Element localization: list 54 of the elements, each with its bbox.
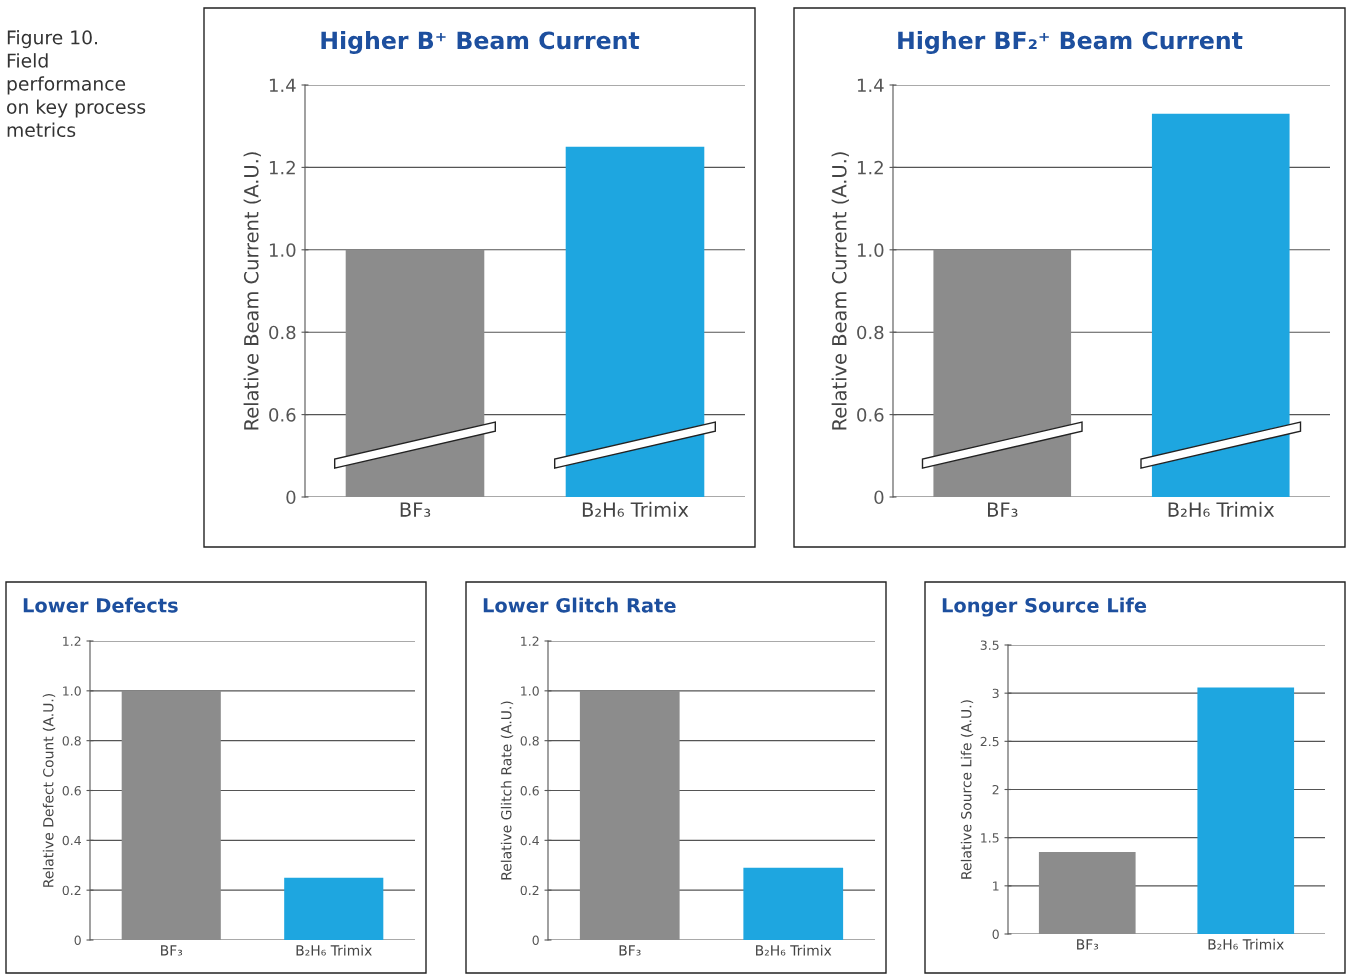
y-tick-label: 0.8 bbox=[269, 325, 296, 340]
y-tick-label: 1.2 bbox=[521, 636, 539, 646]
x-tick-label: B₂H₆ Trimix bbox=[296, 944, 372, 956]
chart-title: Lower Glitch Rate bbox=[483, 597, 676, 613]
x-tick-label: B₂H₆ Trimix bbox=[582, 501, 689, 517]
x-tick-label: BF₃ bbox=[619, 945, 641, 956]
caption: Figure 10. Field performance on key process metrics bbox=[7, 30, 146, 138]
y-tick-label: 0.8 bbox=[857, 325, 884, 340]
y-tick-label: 0.6 bbox=[520, 785, 539, 796]
y-tick-label: 1.0 bbox=[857, 243, 884, 257]
y-tick-label: 0 bbox=[532, 935, 539, 945]
chart-title: Higher B⁺ Beam Current bbox=[321, 30, 640, 55]
x-tick-label: BF₃ bbox=[1077, 939, 1099, 950]
y-tick-label: 1 bbox=[993, 881, 999, 891]
y-tick-label: 0.6 bbox=[857, 408, 884, 422]
chart-title: Higher BF₂⁺ Beam Current bbox=[898, 30, 1243, 55]
y-tick-label: 0.4 bbox=[62, 835, 81, 846]
y-axis-title: Relative Beam Current (A.U.) bbox=[831, 152, 849, 430]
y-tick-label: 1.0 bbox=[269, 243, 296, 257]
x-tick-label: BF₃ bbox=[161, 945, 183, 956]
y-tick-label: 1.5 bbox=[981, 833, 999, 843]
x-tick-label: B₂H₆ Trimix bbox=[756, 944, 832, 956]
y-tick-label: 0.6 bbox=[269, 408, 296, 422]
y-tick-label: 1.2 bbox=[857, 160, 883, 175]
y-tick-label: 2.5 bbox=[980, 736, 999, 747]
y-tick-label: 0 bbox=[74, 935, 81, 945]
y-axis-title: Relative Source Life (A.U.) bbox=[960, 700, 974, 879]
y-tick-label: 1.0 bbox=[521, 686, 539, 696]
y-tick-label: 1.2 bbox=[269, 160, 295, 175]
y-tick-label: 0.8 bbox=[62, 736, 81, 746]
y-tick-label: 1.4 bbox=[269, 78, 296, 92]
chart-title: Lower Defects bbox=[23, 597, 178, 613]
y-tick-label: 0.4 bbox=[520, 835, 539, 846]
y-tick-label: 1.2 bbox=[63, 636, 81, 646]
y-tick-label: 1.4 bbox=[857, 78, 884, 92]
y-tick-label: 0 bbox=[992, 929, 999, 939]
x-tick-label: BF₃ bbox=[988, 502, 1018, 517]
y-tick-label: 0 bbox=[286, 490, 296, 505]
y-tick-label: 0.2 bbox=[520, 885, 539, 896]
y-tick-label: 0 bbox=[874, 490, 884, 505]
chart-title: Longer Source Life bbox=[942, 597, 1147, 617]
x-tick-label: B₂H₆ Trimix bbox=[1168, 501, 1275, 517]
y-axis-title: Relative Defect Count (A.U.) bbox=[42, 694, 56, 887]
x-tick-label: BF₃ bbox=[400, 502, 431, 517]
y-tick-label: 3 bbox=[992, 688, 999, 699]
y-tick-label: 0.6 bbox=[62, 785, 81, 796]
y-axis-title: Relative Glitch Rate (A.U.) bbox=[500, 701, 514, 880]
y-axis-title: Relative Beam Current (A.U.) bbox=[243, 152, 261, 430]
y-tick-label: 0.8 bbox=[520, 736, 539, 746]
y-tick-label: 0.2 bbox=[62, 885, 81, 896]
x-tick-label: B₂H₆ Trimix bbox=[1208, 938, 1284, 950]
y-tick-label: 2 bbox=[992, 784, 999, 795]
y-tick-label: 1.0 bbox=[63, 686, 81, 696]
y-tick-label: 3.5 bbox=[980, 640, 999, 650]
